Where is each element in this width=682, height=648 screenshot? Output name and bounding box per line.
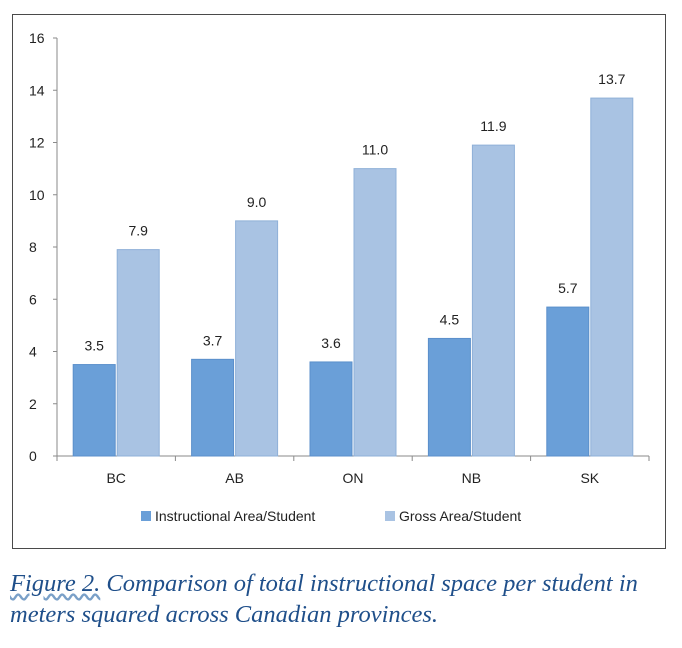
data-label: 11.0 xyxy=(362,142,388,158)
legend-swatch-gross xyxy=(385,511,395,521)
y-tick-label: 10 xyxy=(29,187,45,203)
data-label: 3.7 xyxy=(203,332,223,348)
data-label: 9.0 xyxy=(247,194,267,210)
bar-instructional-sk xyxy=(546,306,590,457)
y-tick-label: 2 xyxy=(29,396,37,412)
data-label: 4.5 xyxy=(440,311,460,327)
bar-gross-bc xyxy=(116,249,160,457)
data-label: 5.7 xyxy=(558,280,578,296)
bar-gross-nb xyxy=(471,144,515,457)
y-tick-label: 4 xyxy=(29,344,37,360)
legend-label-gross: Gross Area/Student xyxy=(399,508,521,524)
data-label: 3.6 xyxy=(321,335,341,351)
legend-label-instructional: Instructional Area/Student xyxy=(155,508,315,524)
y-tick-label: 0 xyxy=(29,448,37,464)
bar-instructional-nb xyxy=(427,337,471,457)
figure-caption: Figure 2. Comparison of total instructio… xyxy=(10,568,670,630)
bar-instructional-bc xyxy=(72,364,116,457)
x-category-label: AB xyxy=(225,470,244,486)
y-tick-label: 14 xyxy=(29,82,45,98)
data-label: 7.9 xyxy=(128,223,148,239)
bar-instructional-ab xyxy=(191,358,235,457)
y-tick-label: 8 xyxy=(29,239,37,255)
x-category-label: BC xyxy=(106,470,125,486)
x-category-label: ON xyxy=(343,470,364,486)
figure-label: Figure 2. xyxy=(10,570,101,597)
bar-gross-ab xyxy=(235,220,279,457)
y-tick-label: 6 xyxy=(29,291,37,307)
x-category-label: NB xyxy=(462,470,481,486)
data-label: 13.7 xyxy=(598,71,625,87)
data-label: 3.5 xyxy=(84,338,104,354)
chart-frame: 0 2 4 6 8 10 12 14 16 3.5 7.9 BC 3.7 9.0 AB 3.6 11.0 ON 4.… xyxy=(12,14,666,549)
legend-swatch-instructional xyxy=(141,511,151,521)
bar-gross-sk xyxy=(590,97,634,457)
data-label: 11.9 xyxy=(480,118,506,134)
bar-gross-on xyxy=(353,168,397,457)
y-tick-label: 16 xyxy=(29,30,45,46)
y-tick-label: 12 xyxy=(29,135,45,151)
bar-instructional-on xyxy=(309,361,353,457)
caption-text: Comparison of total instructional space … xyxy=(10,570,638,628)
x-category-label: SK xyxy=(580,470,599,486)
bar-chart: 0 2 4 6 8 10 12 14 16 3.5 7.9 BC 3.7 9.0 AB 3.6 11.0 ON 4.… xyxy=(29,30,650,524)
